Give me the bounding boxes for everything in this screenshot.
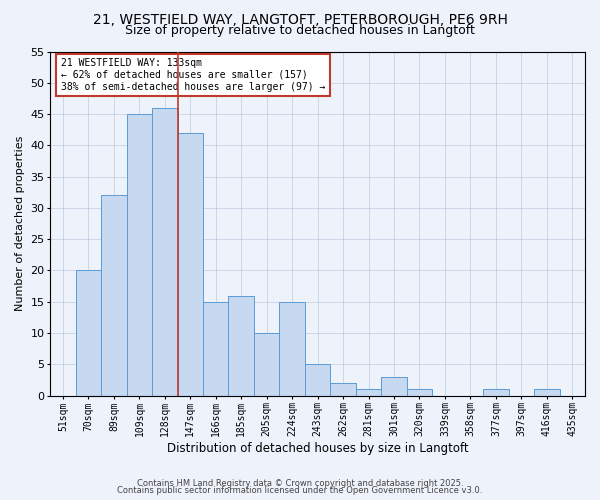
Bar <box>152 108 178 396</box>
Bar <box>178 133 203 396</box>
Text: 21, WESTFIELD WAY, LANGTOFT, PETERBOROUGH, PE6 9RH: 21, WESTFIELD WAY, LANGTOFT, PETERBOROUG… <box>92 12 508 26</box>
Y-axis label: Number of detached properties: Number of detached properties <box>15 136 25 312</box>
Text: 21 WESTFIELD WAY: 133sqm
← 62% of detached houses are smaller (157)
38% of semi-: 21 WESTFIELD WAY: 133sqm ← 62% of detach… <box>61 58 325 92</box>
Text: Contains public sector information licensed under the Open Government Licence v3: Contains public sector information licen… <box>118 486 482 495</box>
Bar <box>254 333 280 396</box>
Bar <box>203 302 229 396</box>
Text: Contains HM Land Registry data © Crown copyright and database right 2025.: Contains HM Land Registry data © Crown c… <box>137 478 463 488</box>
Bar <box>381 377 407 396</box>
Bar <box>356 390 381 396</box>
Text: Size of property relative to detached houses in Langtoft: Size of property relative to detached ho… <box>125 24 475 37</box>
Bar <box>229 296 254 396</box>
Bar <box>305 364 331 396</box>
Bar <box>331 383 356 396</box>
Bar <box>127 114 152 396</box>
Bar <box>407 390 432 396</box>
Bar <box>280 302 305 396</box>
Bar <box>76 270 101 396</box>
Bar <box>101 196 127 396</box>
Bar <box>483 390 509 396</box>
Bar <box>534 390 560 396</box>
X-axis label: Distribution of detached houses by size in Langtoft: Distribution of detached houses by size … <box>167 442 469 455</box>
